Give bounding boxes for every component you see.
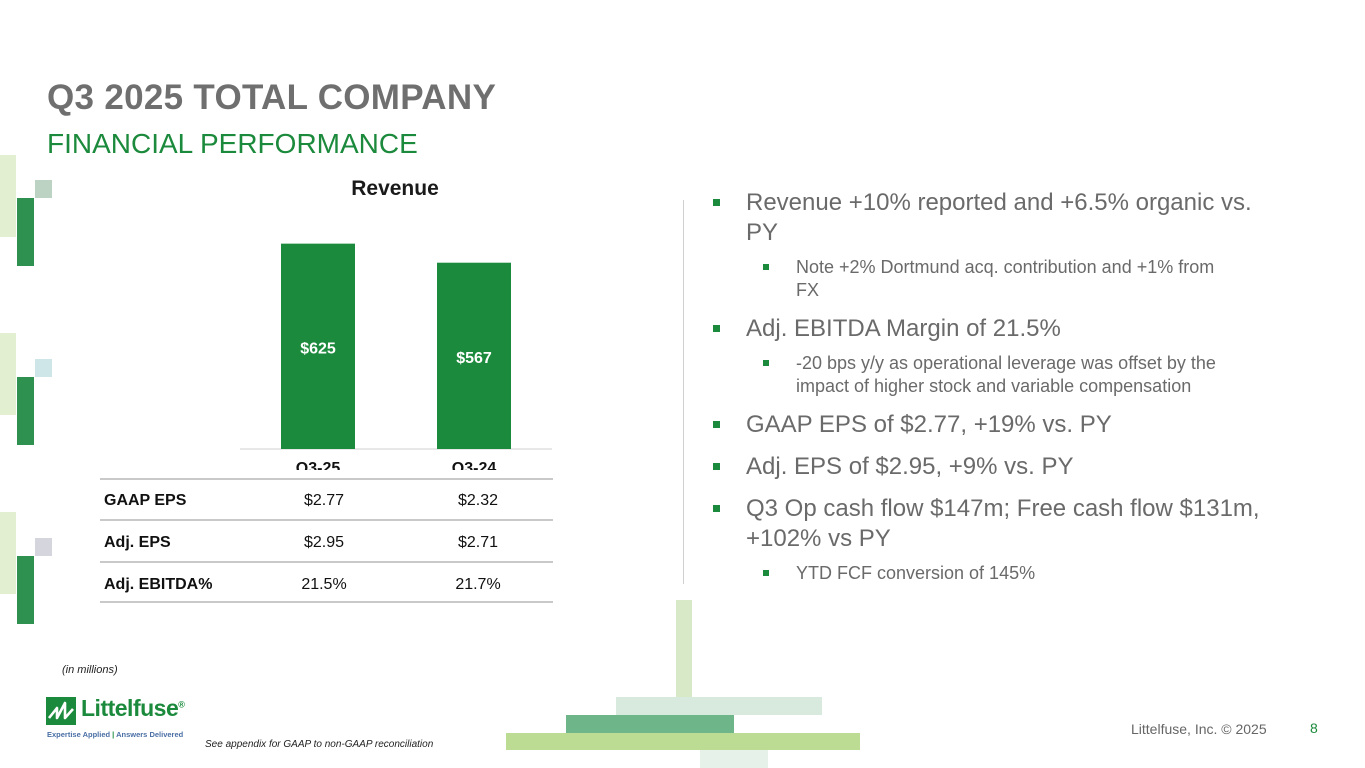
bar-data-label: $625	[300, 340, 336, 357]
logo-name: Littelfuse	[81, 695, 179, 721]
littelfuse-logo-icon	[46, 697, 76, 725]
bar-data-label: $567	[456, 350, 492, 367]
x-tick-label: Q3-25	[296, 460, 341, 470]
logo-tagline-right: Answers Delivered	[116, 730, 184, 739]
logo-tagline-left: Expertise Applied	[47, 730, 111, 739]
decor-block	[35, 359, 52, 377]
page-title: Q3 2025 TOTAL COMPANY	[47, 78, 497, 117]
decor-block	[0, 512, 16, 594]
table-row-label: GAAP EPS	[104, 492, 187, 509]
decor-block	[506, 733, 860, 750]
bullet-item: Q3 Op cash flow $147m; Free cash flow $1…	[708, 494, 1268, 554]
bullet-item: Revenue +10% reported and +6.5% organic …	[708, 188, 1268, 248]
decor-block	[700, 750, 768, 768]
decor-block	[0, 155, 16, 237]
x-tick-label: Q3-24	[452, 460, 497, 470]
table-rule	[100, 561, 553, 563]
decor-block	[0, 333, 16, 415]
logo-tagline: Expertise Applied | Answers Delivered	[47, 730, 184, 739]
decor-block	[17, 556, 34, 624]
sub-bullet-item: YTD FCF conversion of 145%	[708, 562, 1236, 585]
appendix-note: See appendix for GAAP to non-GAAP reconc…	[205, 739, 434, 750]
logo-registered-mark: ®	[178, 699, 185, 710]
revenue-bar	[437, 262, 511, 449]
table-rule	[100, 601, 553, 603]
table-cell: $2.71	[457, 534, 499, 551]
table-rule	[100, 478, 553, 480]
decor-block	[17, 198, 34, 266]
sub-bullet-item: Note +2% Dortmund acq. contribution and …	[708, 256, 1236, 302]
chart-title: Revenue	[351, 177, 439, 200]
page-number: 8	[1310, 720, 1318, 736]
decor-block	[17, 377, 34, 445]
table-cell: 21.7%	[455, 576, 501, 593]
decor-block	[35, 538, 52, 556]
bullet-item: Adj. EPS of $2.95, +9% vs. PY	[708, 452, 1268, 482]
decor-block	[35, 180, 52, 198]
table-row-label: Adj. EPS	[104, 534, 171, 551]
logo-wordmark: Littelfuse®	[81, 695, 185, 722]
table-rule	[100, 519, 553, 521]
decor-block	[616, 697, 822, 715]
column-divider	[683, 200, 684, 584]
page-subtitle: FINANCIAL PERFORMANCE	[47, 128, 418, 159]
table-cell: $2.77	[303, 492, 345, 509]
table-row-label: Adj. EBITDA%	[104, 576, 213, 593]
table-cell: $2.95	[303, 534, 345, 551]
copyright: Littelfuse, Inc. © 2025	[1131, 721, 1267, 737]
sub-bullet-item: -20 bps y/y as operational leverage was …	[708, 352, 1236, 398]
units-note: (in millions)	[62, 664, 118, 676]
bullet-item: GAAP EPS of $2.77, +19% vs. PY	[708, 410, 1268, 440]
bullet-item: Adj. EBITDA Margin of 21.5%	[708, 314, 1268, 344]
revenue-bar	[281, 243, 355, 449]
table-cell: 21.5%	[301, 576, 347, 593]
revenue-bar-chart: $625 Q3-25 $567 Q3-24	[240, 243, 552, 470]
decor-block	[566, 715, 734, 733]
highlights-list: Revenue +10% reported and +6.5% organic …	[708, 188, 1268, 597]
table-cell: $2.32	[457, 492, 499, 509]
